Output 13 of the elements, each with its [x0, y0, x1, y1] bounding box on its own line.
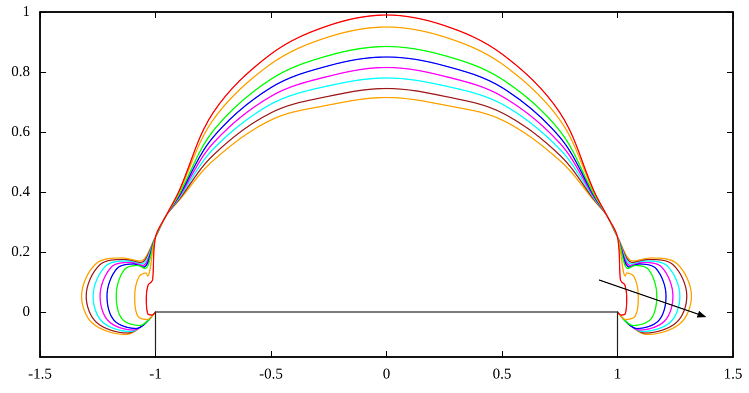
y-tick-label: 0.6: [11, 124, 30, 140]
x-tick-label: 1.5: [724, 366, 742, 382]
y-tick-label: 0.2: [11, 244, 30, 260]
x-tick-label: -1: [149, 366, 162, 382]
x-tick-label: 0.5: [492, 366, 512, 382]
y-tick-label: 1: [22, 4, 30, 20]
y-tick-label: 0.8: [11, 64, 30, 80]
y-tick-label: 0: [22, 304, 30, 320]
x-tick-label: 1: [614, 366, 622, 382]
y-tick-label: 0.4: [11, 184, 30, 200]
x-tick-label: -1.5: [28, 366, 52, 382]
x-tick-label: -0.5: [259, 366, 283, 382]
x-tick-label: 0: [382, 366, 390, 382]
